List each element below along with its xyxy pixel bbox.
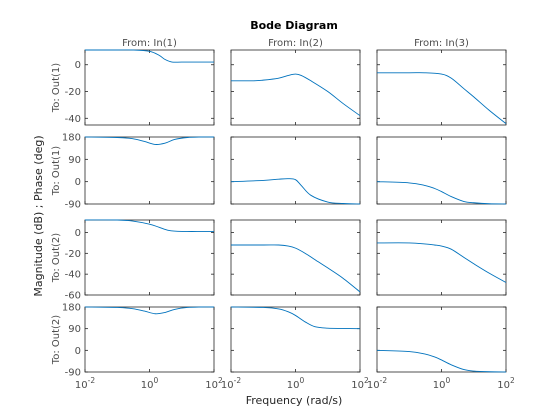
panel-frame xyxy=(377,137,506,204)
panel-r4-c3 xyxy=(377,307,506,372)
panel-r1-c3 xyxy=(377,50,506,125)
chart-title: Bode Diagram xyxy=(250,19,338,32)
y-tick-label: -60 xyxy=(65,291,81,302)
y-tick-label: 0 xyxy=(75,228,81,239)
row-label-1: To: Out(1) xyxy=(51,63,62,113)
panel-r1-c1 xyxy=(85,50,214,125)
panel-frame xyxy=(231,307,360,372)
column-header-3: From: In(3) xyxy=(414,38,469,49)
y-tick-label: -40 xyxy=(65,114,81,125)
x-tick-label: 100 xyxy=(287,376,305,391)
panel-frame xyxy=(377,307,506,372)
x-tick-label: 100 xyxy=(141,376,159,391)
panel-r2-c2 xyxy=(231,137,360,204)
x-tick-label: 100 xyxy=(433,376,451,391)
panel-r3-c3 xyxy=(377,220,506,295)
panel-frame xyxy=(231,137,360,204)
row-label-3: To: Out(2) xyxy=(51,233,62,283)
y-tick-label: 0 xyxy=(75,177,81,188)
x-tick-label: 10-2 xyxy=(367,376,387,391)
panel-frame xyxy=(377,50,506,125)
x-tick-label: 102 xyxy=(497,376,515,391)
y-tick-label: -90 xyxy=(65,200,81,211)
x-tick-label: 10-2 xyxy=(221,376,241,391)
column-header-1: From: In(1) xyxy=(122,38,177,49)
panel-frame xyxy=(231,50,360,125)
panel-r4-c2 xyxy=(231,307,360,372)
panel-r4-c1 xyxy=(85,307,214,372)
y-tick-label: 90 xyxy=(68,324,81,335)
x-axis-label: Frequency (rad/s) xyxy=(246,394,343,407)
panel-r1-c2 xyxy=(231,50,360,125)
panel-r2-c1 xyxy=(85,137,214,204)
row-label-4: To: Out(2) xyxy=(51,315,62,365)
y-tick-label: 180 xyxy=(62,133,81,144)
y-tick-label: -20 xyxy=(65,249,81,260)
y-tick-label: 90 xyxy=(68,155,81,166)
y-tick-label: 0 xyxy=(75,60,81,71)
y-tick-label: -40 xyxy=(65,270,81,281)
panel-frame xyxy=(85,307,214,372)
panel-frame xyxy=(85,50,214,125)
column-header-2: From: In(2) xyxy=(268,38,323,49)
y-tick-label: 180 xyxy=(62,303,81,314)
y-axis-label: Magnitude (dB) ; Phase (deg) xyxy=(32,135,45,296)
panel-r3-c2 xyxy=(231,220,360,295)
y-tick-label: -20 xyxy=(65,87,81,98)
bode-panel-grid: From: In(1) From: In(2) From: In(3) To: Out… xyxy=(51,38,515,391)
panel-frame xyxy=(377,220,506,295)
row-label-2: To: Out(1) xyxy=(51,146,62,196)
panel-r2-c3 xyxy=(377,137,506,204)
panel-frame xyxy=(85,137,214,204)
y-tick-label: 0 xyxy=(75,346,81,357)
y-tick-label: -90 xyxy=(65,368,81,379)
panel-frame xyxy=(231,220,360,295)
